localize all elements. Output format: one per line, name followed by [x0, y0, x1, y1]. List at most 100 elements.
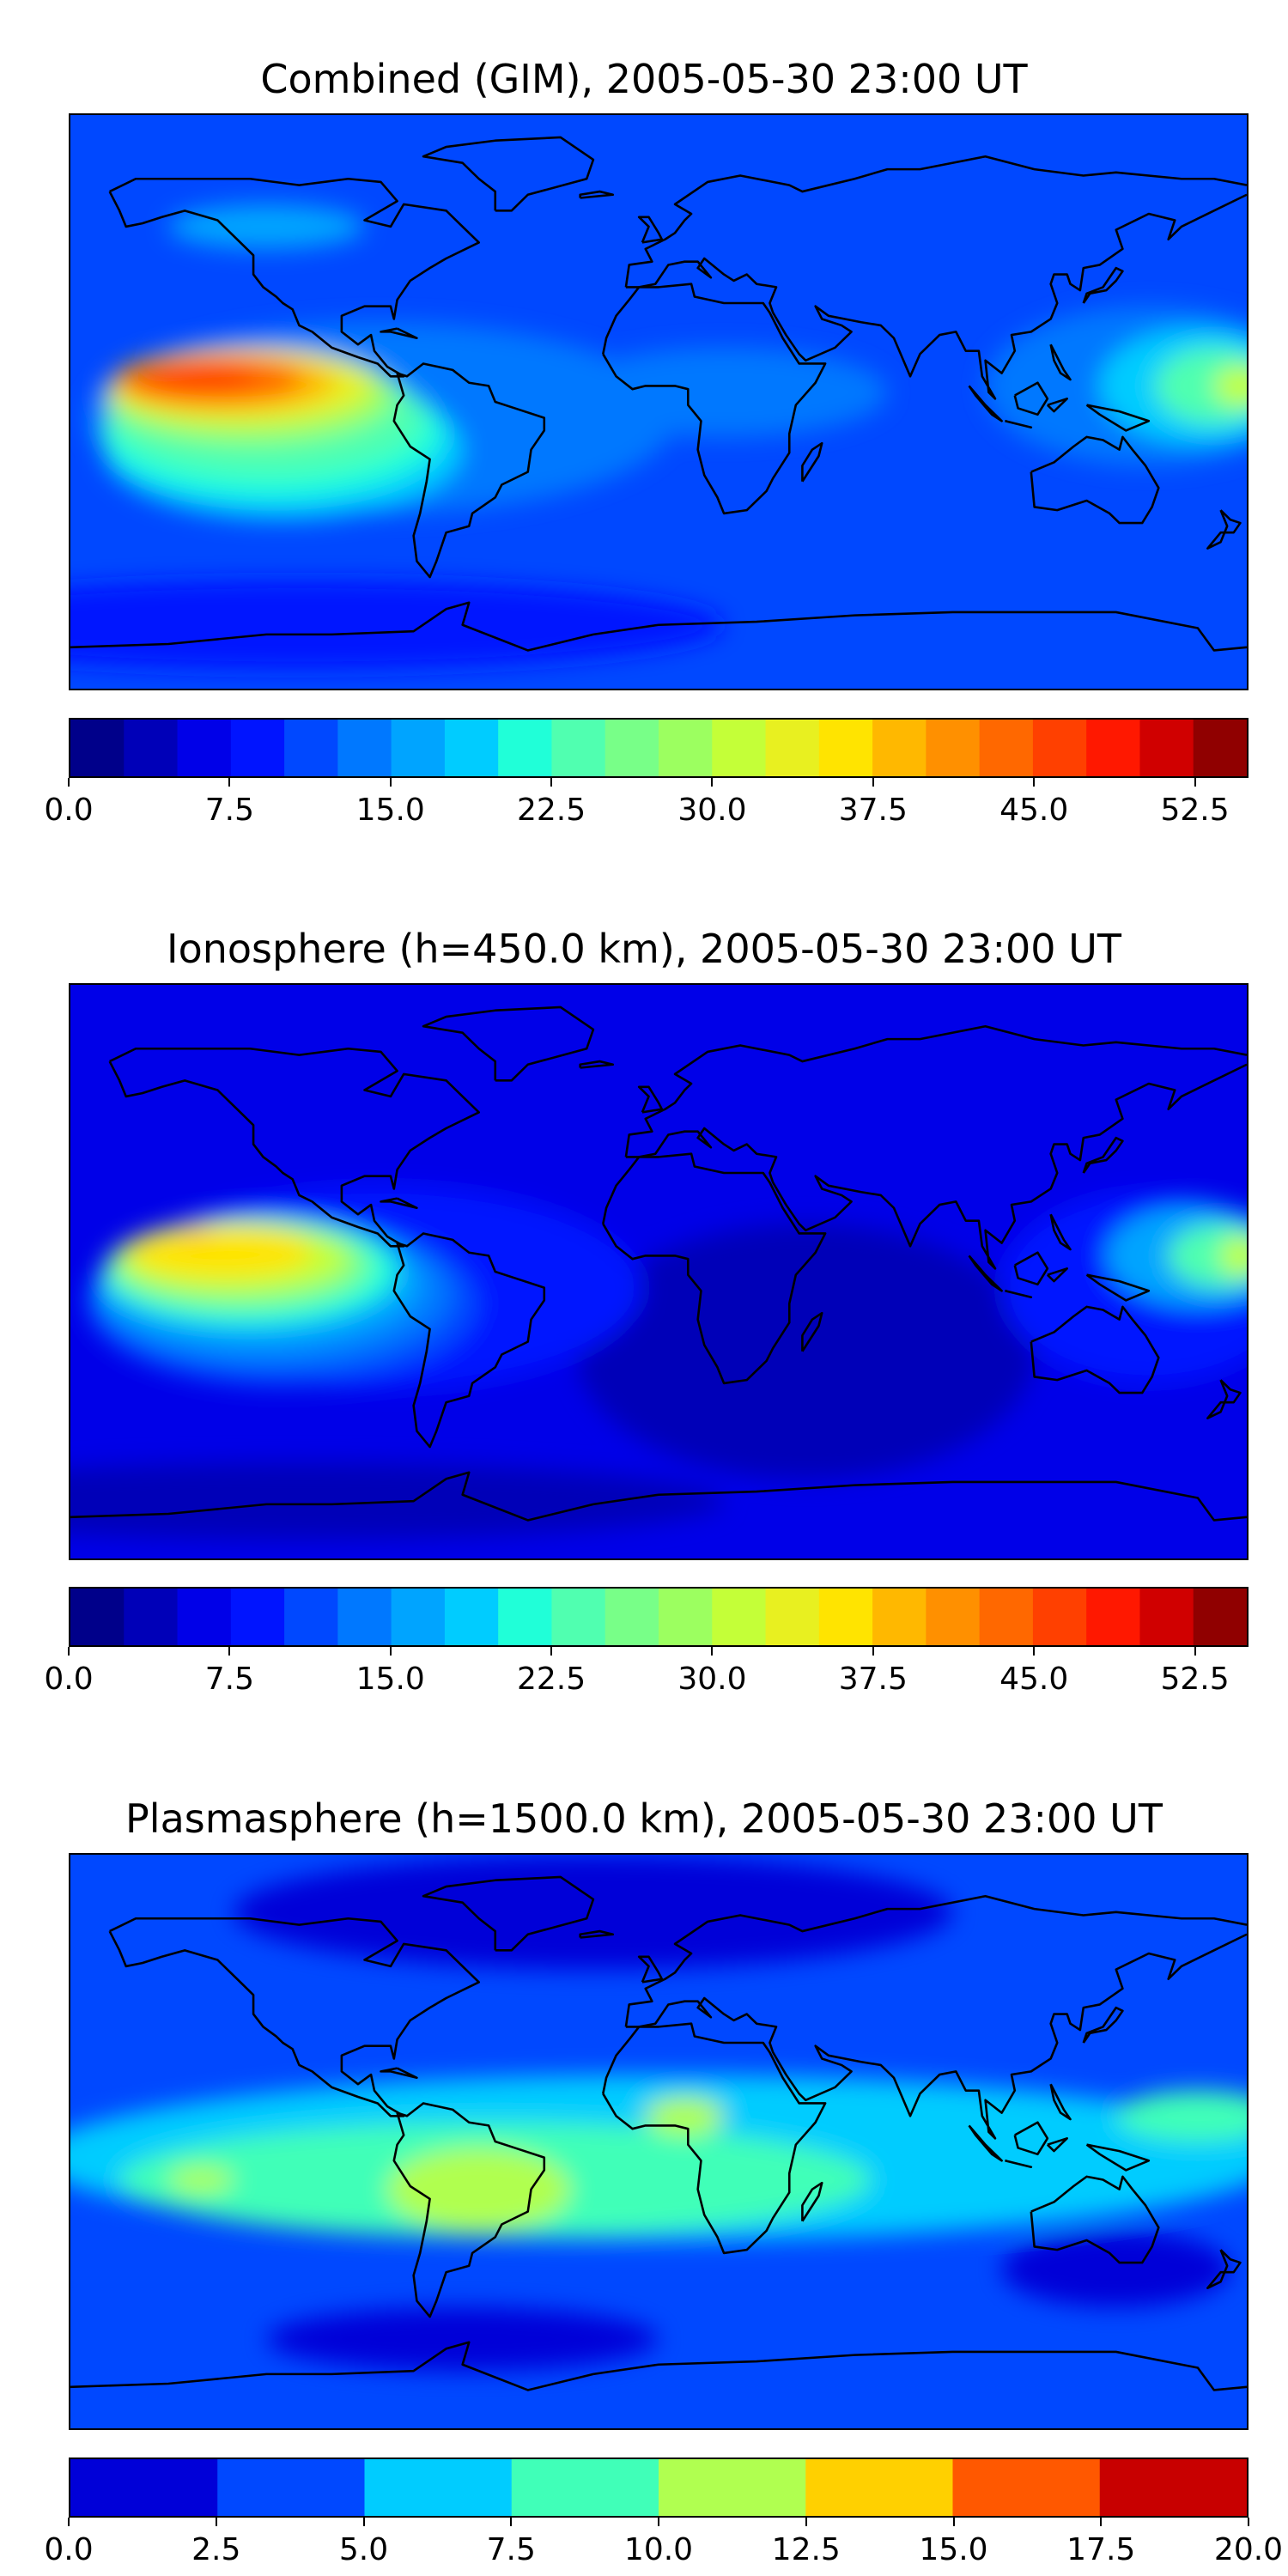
colorbar-segment — [177, 1589, 232, 1645]
tec-contour — [645, 2097, 725, 2136]
coastline — [392, 362, 546, 579]
tec-contour — [1155, 347, 1247, 424]
coastline — [380, 1197, 418, 1210]
panel-title: Plasmasphere (h=1500.0 km), 2005-05-30 2… — [125, 1795, 1163, 1842]
coastline — [108, 1917, 481, 2117]
coastline — [1049, 2083, 1072, 2121]
coastline — [422, 1875, 595, 1952]
colorbar-tick-label: 52.5 — [1160, 1662, 1230, 1697]
coastline — [968, 1255, 1003, 1292]
coastline — [579, 1060, 615, 1069]
coastline — [968, 2124, 1003, 2162]
colorbar-segment — [337, 1589, 392, 1645]
colorbar-tick-label: 7.5 — [204, 793, 254, 828]
tec-contour — [1001, 2230, 1230, 2307]
colorbar-segment — [511, 2459, 659, 2516]
map-plot — [70, 1855, 1247, 2428]
colorbar-tick-label: 10.0 — [623, 2532, 694, 2567]
colorbar-segment — [765, 1589, 820, 1645]
colorbar-segment — [926, 720, 981, 776]
colorbar-segment — [979, 1589, 1034, 1645]
colorbar-segment — [712, 1589, 767, 1645]
colorbar-tick — [805, 2518, 807, 2526]
tec-contour — [70, 580, 724, 670]
colorbar-segment — [1139, 720, 1194, 776]
coastline — [801, 1311, 823, 1352]
coastline — [637, 1955, 664, 1984]
colorbar-segment — [444, 720, 499, 776]
coastline — [108, 1047, 481, 1248]
colorbar-segment — [926, 1589, 981, 1645]
colorbar — [69, 2458, 1249, 2518]
map-plot — [70, 985, 1247, 1558]
tec-contour — [1220, 1236, 1247, 1275]
colorbar-tick-label: 2.5 — [191, 2532, 241, 2567]
coastline — [1030, 1305, 1160, 1394]
coastline — [380, 2067, 418, 2080]
colorbar-segment — [177, 720, 232, 776]
colorbar-tick — [228, 778, 231, 787]
coastline — [1085, 1273, 1151, 1302]
colorbar-tick — [550, 778, 553, 787]
colorbar-tick — [711, 778, 714, 787]
colorbar-tick — [550, 1647, 553, 1656]
coastline — [1206, 509, 1242, 550]
colorbar-segment — [818, 1589, 873, 1645]
colorbar-segment — [391, 720, 446, 776]
coastline — [801, 441, 823, 483]
colorbar-tick-label: 20.0 — [1213, 2532, 1284, 2567]
colorbar-segment — [444, 1589, 499, 1645]
coastline — [422, 1005, 595, 1082]
tec-map — [69, 1853, 1249, 2430]
coastline — [1005, 1290, 1033, 1299]
coastline — [624, 1894, 1247, 2027]
colorbar-segment — [1086, 1589, 1141, 1645]
panel-title: Combined (GIM), 2005-05-30 23:00 UT — [260, 56, 1028, 102]
tec-contour — [174, 1227, 215, 1240]
colorbar-segment — [498, 720, 553, 776]
coastline — [70, 2341, 1247, 2391]
coastline — [625, 193, 1247, 400]
coastline — [1049, 1213, 1072, 1251]
colorbar-tick — [362, 2518, 365, 2526]
tec-contour — [129, 1227, 313, 1279]
coastline — [1046, 1267, 1069, 1283]
colorbar-segment — [979, 720, 1034, 776]
tec-map — [69, 983, 1249, 1560]
coastline — [392, 2102, 546, 2318]
colorbar-segment — [551, 1589, 606, 1645]
colorbar-tick-label: 15.0 — [355, 1662, 425, 1697]
colorbar-tick-label: 5.0 — [338, 2532, 389, 2567]
coastline — [1005, 2160, 1033, 2169]
colorbar-tick-label: 15.0 — [355, 793, 425, 828]
colorbar-segment — [1032, 720, 1087, 776]
colorbar-tick — [215, 2518, 217, 2526]
tec-contour — [1115, 2090, 1247, 2142]
colorbar-tick — [1033, 1647, 1036, 1656]
coastline — [1005, 420, 1033, 429]
colorbar-tick — [389, 778, 392, 787]
coastline — [70, 1471, 1247, 1522]
coastline — [968, 385, 1003, 422]
coastline — [637, 216, 664, 244]
colorbar-tick-label: 7.5 — [204, 1662, 254, 1697]
colorbar-segment — [1032, 1589, 1087, 1645]
tec-contour — [560, 347, 888, 437]
tec-contour — [1213, 367, 1247, 405]
colorbar-segment — [551, 720, 606, 776]
colorbar-segment — [659, 720, 713, 776]
colorbar-tick-label: 22.5 — [517, 793, 586, 828]
coastline — [579, 1929, 615, 1939]
coastline — [625, 1063, 1247, 1270]
colorbar-tick-label: 12.5 — [771, 2532, 841, 2567]
colorbar-tick-label: 52.5 — [1160, 793, 1230, 828]
coastline — [380, 327, 418, 340]
colorbar-segment — [284, 1589, 338, 1645]
colorbar-tick-label: 37.5 — [838, 793, 908, 828]
colorbar-segment — [124, 1589, 179, 1645]
colorbar-tick-label: 30.0 — [677, 793, 747, 828]
colorbar-ticks: 0.0 7.5 15.0 22.5 30.0 37.5 45.0 52.5 — [44, 778, 1249, 829]
colorbar-ticks: 0.0 2.5 5.0 7.5 10.0 12.5 15.0 17.5 20.0 — [44, 2518, 1283, 2569]
colorbar-tick-label: 0.0 — [44, 793, 94, 828]
colorbar-segment — [1099, 2459, 1247, 2516]
